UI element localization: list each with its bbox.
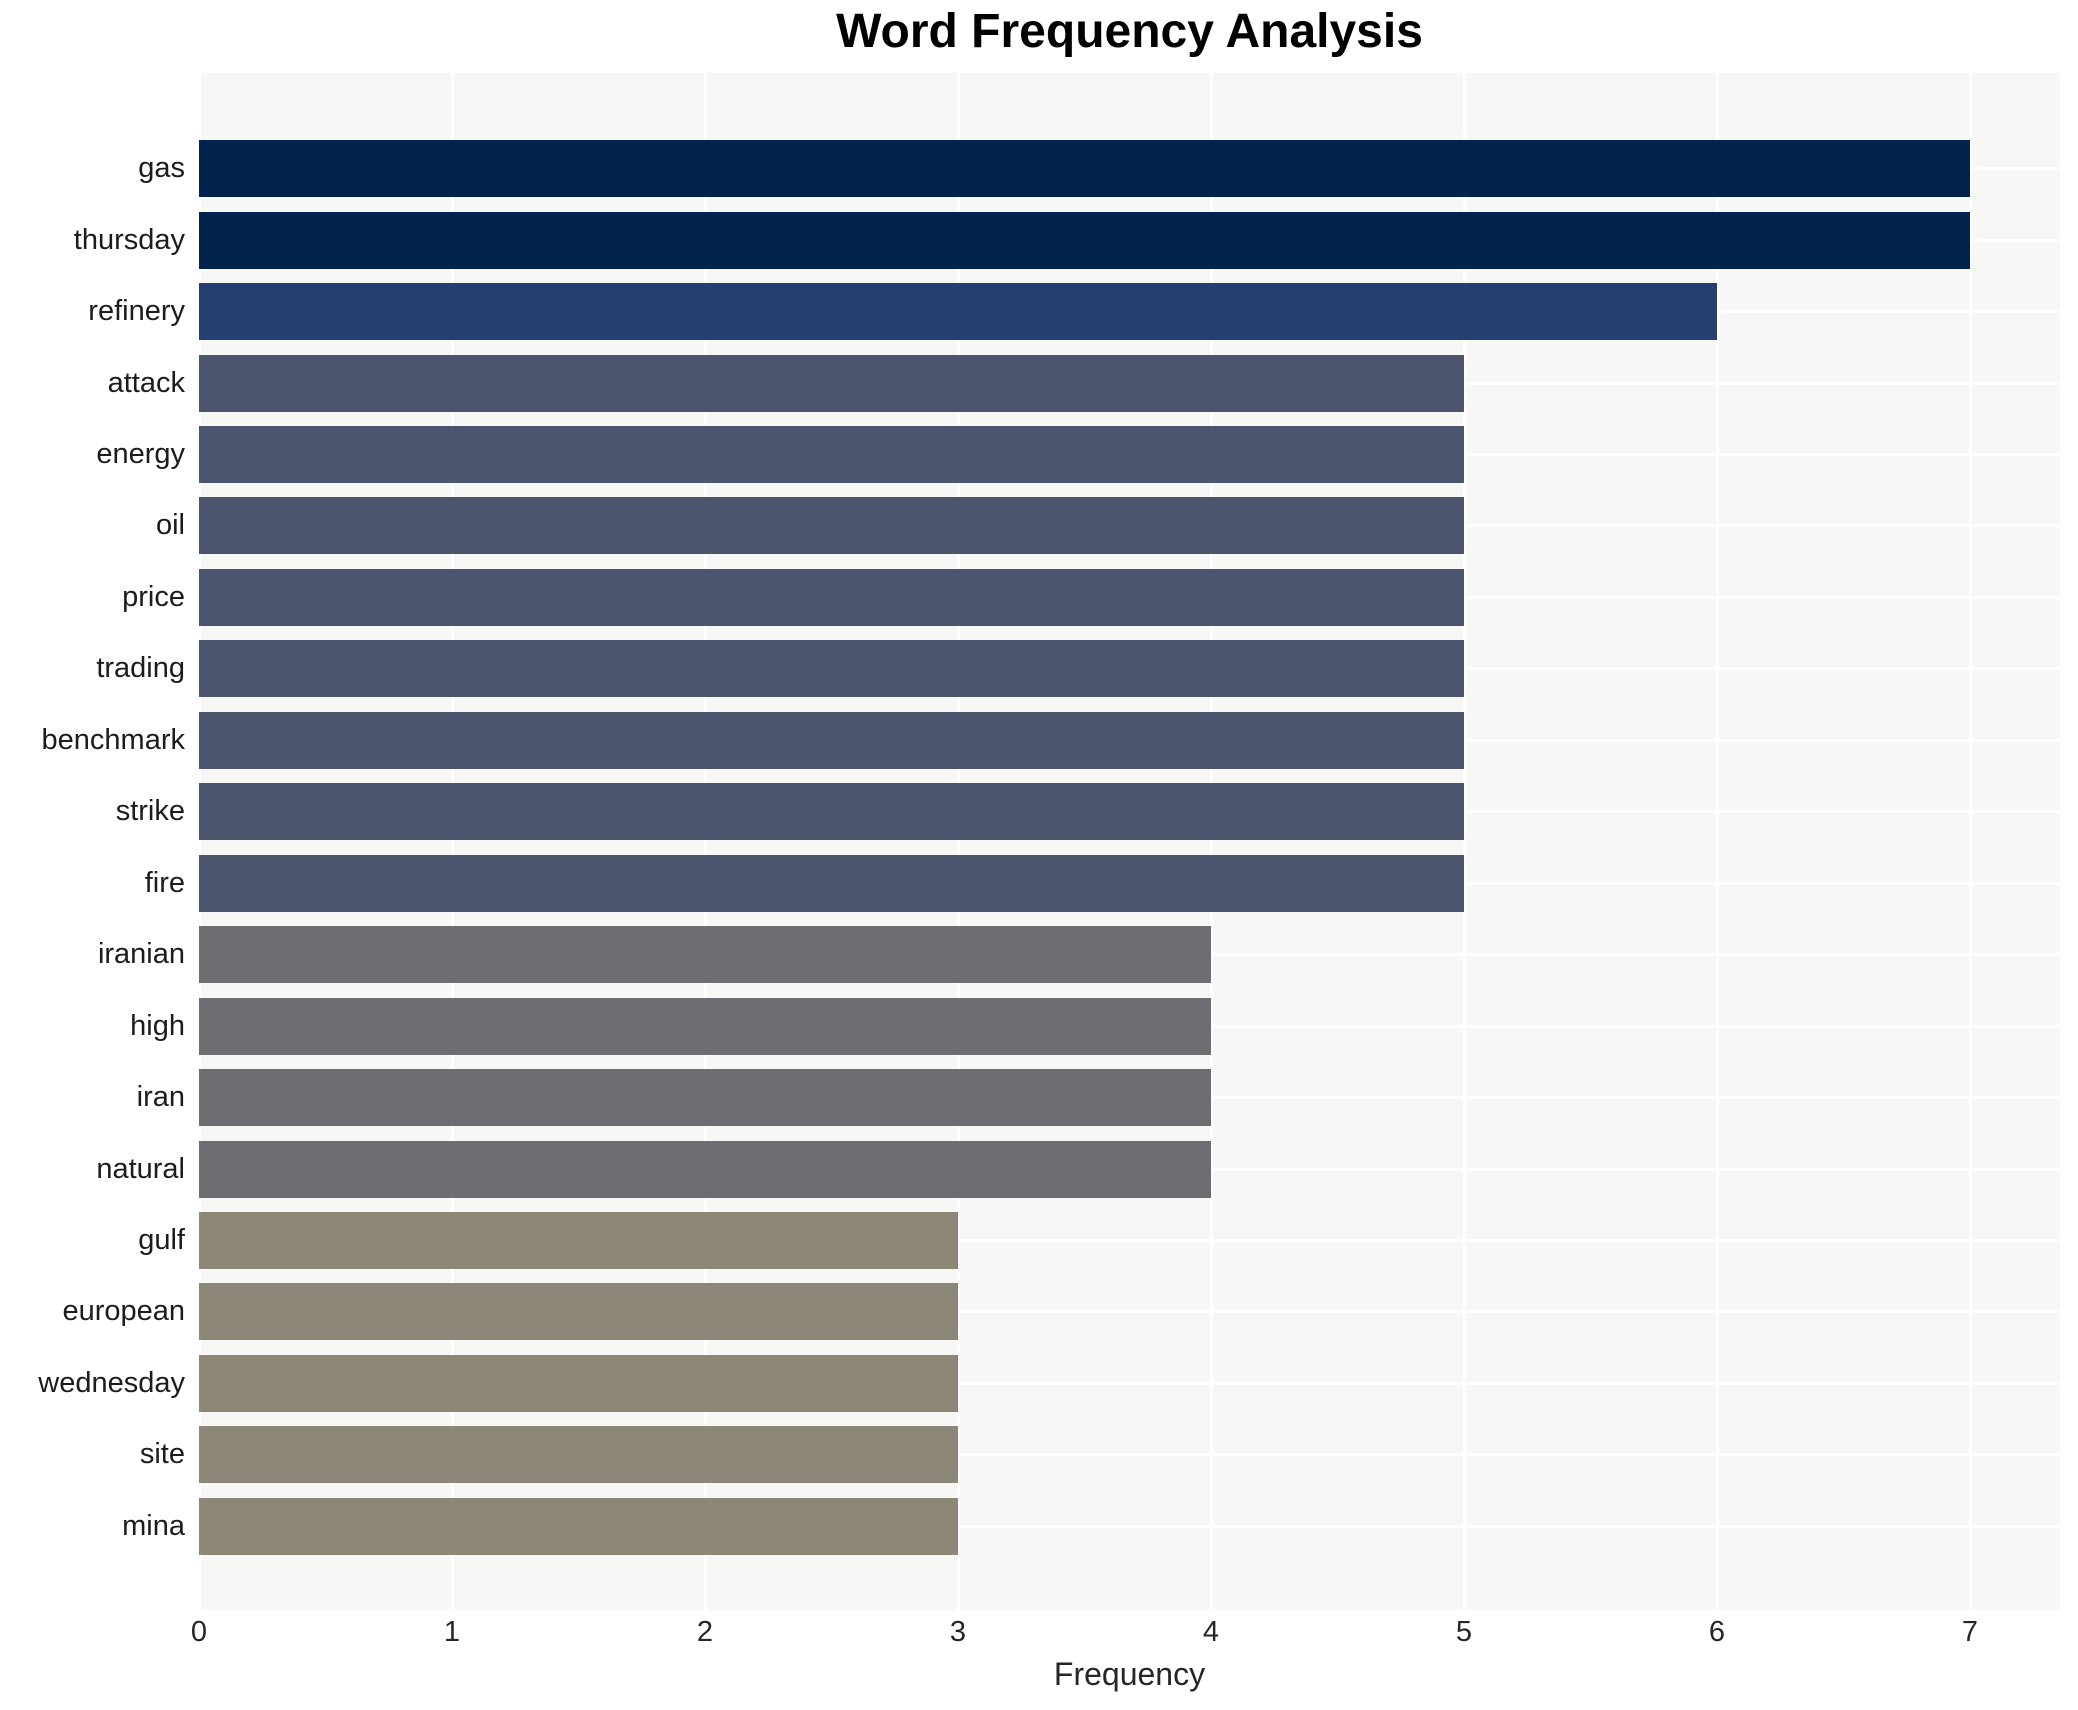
bar-trading: [199, 640, 1464, 698]
y-tick-label-fire: fire: [144, 866, 185, 899]
vertical-gridline-7: [1969, 73, 1972, 1610]
y-tick-label-trading: trading: [96, 652, 185, 685]
y-tick-label-thursday: thursday: [73, 223, 185, 256]
x-tick-label-1: 1: [443, 1616, 461, 1648]
vertical-gridline-2: [704, 73, 707, 1610]
horizontal-gridline-mina: [199, 1524, 2060, 1528]
x-tick-label-4: 4: [1202, 1616, 1220, 1648]
y-tick-label-energy: energy: [96, 438, 185, 471]
x-tick-label-6: 6: [1708, 1616, 1726, 1648]
x-tick-label-0: 0: [190, 1616, 208, 1648]
bar-benchmark: [199, 711, 1464, 769]
y-tick-label-wednesday: wednesday: [38, 1366, 185, 1399]
bar-wednesday: [199, 1354, 958, 1412]
x-tick-label-7: 7: [1961, 1616, 1979, 1648]
bar-price: [199, 568, 1464, 626]
bar-site: [199, 1426, 958, 1484]
horizontal-gridline-wednesday: [199, 1381, 2060, 1385]
y-tick-label-gulf: gulf: [138, 1223, 185, 1256]
y-tick-label-attack: attack: [107, 366, 185, 399]
bar-refinery: [199, 283, 1717, 341]
horizontal-gridline-european: [199, 1310, 2060, 1314]
bar-european: [199, 1283, 958, 1341]
y-tick-label-natural: natural: [96, 1152, 185, 1185]
bar-fire: [199, 854, 1464, 912]
y-tick-label-mina: mina: [122, 1509, 185, 1542]
bar-gas: [199, 140, 1970, 198]
y-tick-label-benchmark: benchmark: [41, 723, 185, 756]
y-tick-label-gas: gas: [138, 152, 185, 185]
vertical-gridline-1: [451, 73, 454, 1610]
y-tick-label-site: site: [139, 1438, 185, 1471]
bar-strike: [199, 783, 1464, 841]
bar-energy: [199, 426, 1464, 484]
vertical-gridline-6: [1716, 73, 1719, 1610]
bar-thursday: [199, 211, 1970, 269]
y-tick-label-european: european: [62, 1295, 185, 1328]
y-tick-label-iran: iran: [136, 1081, 185, 1114]
bar-natural: [199, 1140, 1211, 1198]
bar-mina: [199, 1497, 958, 1555]
vertical-gridline-0: [198, 73, 201, 1610]
bar-attack: [199, 354, 1464, 412]
y-tick-label-price: price: [122, 580, 185, 613]
horizontal-gridline-gulf: [199, 1238, 2060, 1242]
plot-area: [198, 73, 2060, 1610]
vertical-gridline-4: [1210, 73, 1213, 1610]
y-tick-label-strike: strike: [115, 795, 185, 828]
bar-iran: [199, 1069, 1211, 1127]
x-tick-label-2: 2: [696, 1616, 714, 1648]
bar-oil: [199, 497, 1464, 555]
vertical-gridline-3: [957, 73, 960, 1610]
x-tick-label-5: 5: [1455, 1616, 1473, 1648]
chart-title: Word Frequency Analysis: [836, 5, 1423, 58]
y-tick-label-refinery: refinery: [88, 295, 185, 328]
y-tick-label-oil: oil: [155, 509, 185, 542]
vertical-gridline-5: [1463, 73, 1466, 1610]
y-tick-label-high: high: [130, 1009, 185, 1042]
horizontal-gridline-site: [199, 1453, 2060, 1457]
x-axis-title: Frequency: [1053, 1656, 1206, 1692]
bar-iranian: [199, 926, 1211, 984]
bar-high: [199, 997, 1211, 1055]
x-tick-label-3: 3: [949, 1616, 967, 1648]
bar-gulf: [199, 1211, 958, 1269]
y-tick-label-iranian: iranian: [97, 938, 185, 971]
